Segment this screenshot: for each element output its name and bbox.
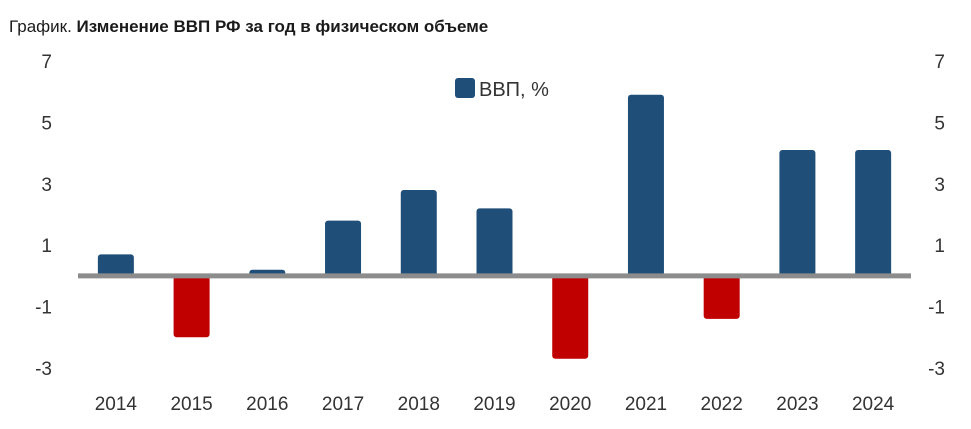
y-tick-label-right: 5 (934, 113, 945, 134)
legend: ВВП, % (455, 78, 549, 101)
bar-2020 (552, 275, 589, 359)
y-tick-label-right: -1 (928, 298, 945, 319)
x-tick-label: 2024 (852, 394, 895, 415)
y-tick-label-left: 1 (41, 236, 52, 257)
bar-2014 (97, 254, 134, 276)
y-tick-label-left: -1 (35, 298, 52, 319)
bar-2022 (703, 275, 740, 319)
bar-2015 (173, 275, 210, 338)
y-tick-label-left: -3 (35, 359, 52, 380)
chart-title-prefix: График. (9, 17, 72, 36)
y-tick-label-right: 3 (934, 175, 945, 196)
bar-2021 (627, 94, 664, 276)
bar-2017 (325, 220, 362, 276)
x-tick-label: 2020 (549, 394, 591, 415)
y-tick-label-right: -3 (928, 359, 945, 380)
bar-2024 (855, 150, 892, 276)
x-tick-label: 2015 (170, 394, 212, 415)
x-tick-label: 2017 (322, 394, 364, 415)
bar-2019 (476, 208, 513, 276)
y-tick-label-right: 1 (934, 236, 945, 257)
legend-label: ВВП, % (479, 79, 549, 101)
x-tick-label: 2021 (625, 394, 667, 415)
bar-2018 (400, 189, 437, 276)
x-axis: 2014 2015 2016 2017 2018 2019 2020 2021 2022 2023… (95, 394, 895, 415)
legend-swatch (455, 78, 475, 98)
x-tick-label: 2016 (246, 394, 288, 415)
bar-2023 (779, 150, 816, 276)
y-tick-label-left: 3 (41, 175, 52, 196)
y-axis-left: 7 5 3 1 -1 -3 (35, 52, 52, 380)
bars (97, 94, 892, 359)
x-tick-label: 2018 (398, 394, 440, 415)
y-tick-label-right: 7 (934, 52, 945, 73)
chart-title-main: Изменение ВВП РФ за год в физическом объ… (76, 17, 489, 36)
x-tick-label: 2022 (701, 394, 743, 415)
y-axis-right: 7 5 3 1 -1 -3 (928, 52, 945, 380)
y-tick-label-left: 7 (41, 52, 52, 73)
chart-title: График. Изменение ВВП РФ за год в физиче… (9, 17, 488, 37)
x-tick-label: 2014 (95, 394, 138, 415)
x-tick-label: 2019 (473, 394, 515, 415)
y-tick-label-left: 5 (41, 113, 52, 134)
x-tick-label: 2023 (776, 394, 818, 415)
